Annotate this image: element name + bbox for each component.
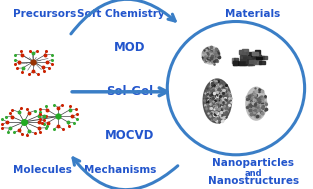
Bar	[244, 59, 250, 63]
Bar	[233, 61, 238, 65]
Bar	[254, 60, 261, 64]
Text: Molecules: Molecules	[13, 165, 72, 175]
Bar	[247, 56, 250, 58]
Bar	[252, 52, 254, 55]
Text: Materials: Materials	[225, 9, 281, 19]
Text: Mechanisms: Mechanisms	[85, 165, 157, 175]
Ellipse shape	[203, 79, 231, 123]
Bar	[251, 55, 254, 59]
Bar	[254, 55, 261, 57]
Bar	[250, 59, 253, 62]
Bar	[242, 49, 248, 54]
Ellipse shape	[202, 46, 220, 64]
Text: Sol-Gel: Sol-Gel	[106, 85, 154, 98]
Bar	[248, 62, 254, 65]
Bar	[246, 59, 254, 63]
Bar	[239, 61, 246, 65]
Bar	[261, 56, 264, 60]
Text: MOCVD: MOCVD	[105, 129, 155, 142]
Bar	[239, 62, 244, 65]
Text: Precursors: Precursors	[13, 9, 76, 19]
Bar	[248, 56, 250, 62]
Bar	[242, 52, 248, 55]
Bar	[259, 61, 265, 64]
Bar	[232, 58, 235, 63]
Bar	[243, 54, 249, 57]
Text: Nanoparticles: Nanoparticles	[212, 158, 294, 168]
Bar	[257, 57, 263, 59]
Bar	[243, 56, 249, 62]
Bar	[248, 60, 252, 65]
Bar	[247, 58, 250, 61]
Text: and: and	[244, 169, 262, 178]
Text: Nanostructures: Nanostructures	[208, 176, 299, 186]
Bar	[246, 62, 251, 64]
Bar	[243, 56, 249, 60]
Bar	[244, 61, 249, 65]
Bar	[240, 55, 246, 60]
Bar	[256, 57, 262, 59]
Bar	[255, 50, 260, 55]
Bar	[233, 61, 237, 65]
Bar	[248, 53, 252, 56]
Text: Soft Chemistry: Soft Chemistry	[77, 9, 164, 19]
Bar	[257, 53, 260, 57]
Ellipse shape	[246, 87, 267, 120]
Text: MOD: MOD	[114, 41, 146, 54]
Bar	[252, 52, 258, 55]
Bar	[240, 59, 246, 62]
Bar	[254, 56, 257, 61]
Bar	[234, 58, 238, 61]
Bar	[259, 56, 266, 59]
Bar	[246, 52, 254, 54]
Bar	[249, 60, 256, 63]
Bar	[239, 50, 244, 54]
